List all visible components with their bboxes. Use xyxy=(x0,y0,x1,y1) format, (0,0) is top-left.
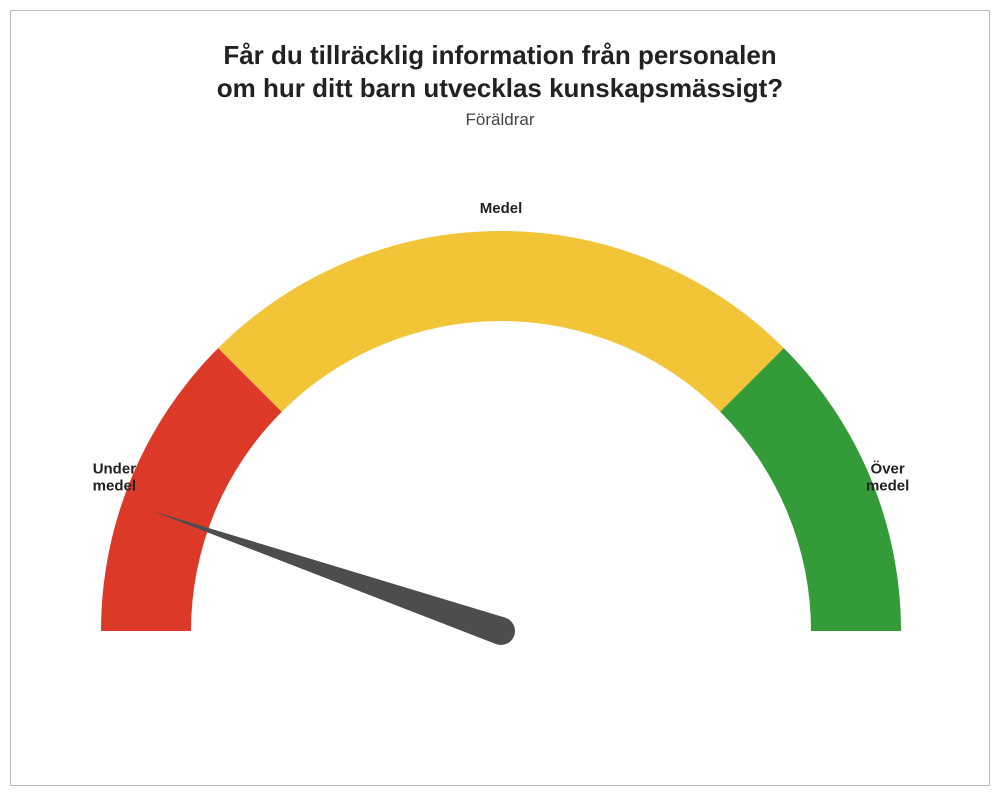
gauge-chart: Undermedel Medel Övermedel xyxy=(11,161,991,721)
chart-title: Får du tillräcklig information från pers… xyxy=(11,39,989,104)
title-line-2: om hur ditt barn utvecklas kunskapsmässi… xyxy=(217,73,783,103)
gauge-segment-1 xyxy=(218,231,784,412)
title-line-1: Får du tillräcklig information från pers… xyxy=(223,40,776,70)
gauge-hub xyxy=(487,617,515,645)
gauge-label-0: Undermedel xyxy=(93,460,137,494)
gauge-container: Undermedel Medel Övermedel xyxy=(11,161,989,721)
gauge-needle xyxy=(153,511,506,644)
chart-subtitle: Föräldrar xyxy=(11,110,989,130)
gauge-label-1: Medel xyxy=(480,200,523,217)
chart-frame: Får du tillräcklig information från pers… xyxy=(10,10,990,786)
gauge-label-2: Övermedel xyxy=(866,460,909,494)
title-block: Får du tillräcklig information från pers… xyxy=(11,39,989,130)
